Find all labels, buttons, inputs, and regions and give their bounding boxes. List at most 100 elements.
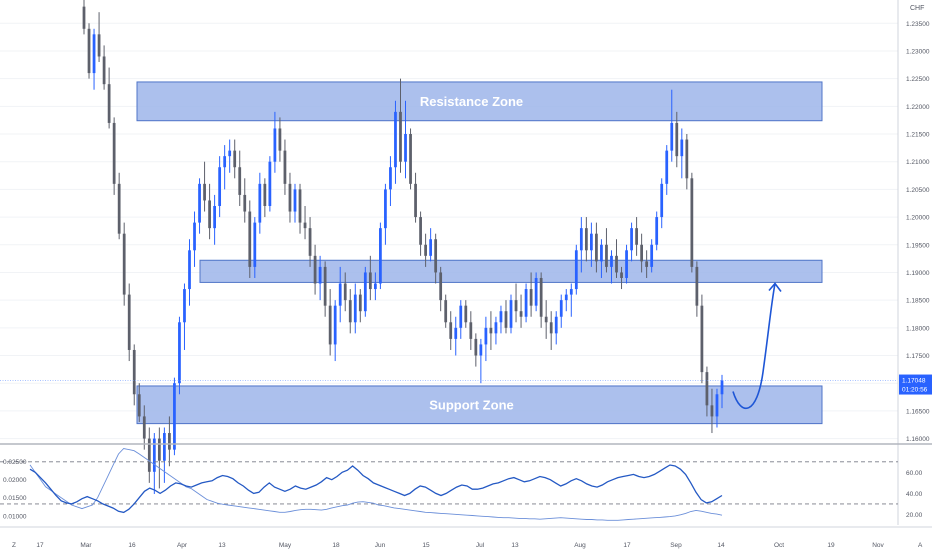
- atr-tick-label: 0.01000: [3, 513, 27, 520]
- time-tick-label: Mar: [80, 542, 92, 549]
- time-tick-label: 13: [218, 542, 226, 549]
- candle-body: [519, 311, 523, 317]
- candle-body: [670, 122, 674, 151]
- candle-body: [348, 300, 352, 323]
- candle-body: [142, 416, 146, 439]
- candle-body: [333, 305, 337, 345]
- candle-body: [373, 283, 377, 290]
- price-tick-label: 1.16500: [906, 408, 930, 415]
- candle-body: [554, 316, 558, 334]
- candle-body: [379, 228, 382, 284]
- price-tag-timer: 01:20:56: [902, 387, 928, 394]
- candle-body: [444, 300, 448, 323]
- candle-body: [650, 244, 654, 267]
- candle-body: [690, 178, 694, 267]
- zones: [136, 81, 823, 425]
- rsi-tick-label: 40.00: [906, 491, 923, 498]
- price-tick-label: 1.18500: [906, 298, 930, 305]
- price-tick-label: 1.21000: [906, 159, 930, 166]
- candle-body: [288, 183, 292, 212]
- candle-body: [107, 84, 111, 123]
- candle-body: [600, 244, 603, 262]
- candle-body: [439, 272, 443, 301]
- candle-body: [399, 111, 402, 162]
- candle-body: [449, 322, 453, 339]
- time-tick-label: 17: [623, 542, 631, 549]
- candle-body: [343, 283, 347, 301]
- grid: [0, 22, 898, 440]
- candle-body: [303, 222, 307, 229]
- candle-body: [549, 322, 553, 334]
- candle-body: [389, 167, 392, 190]
- candle-body: [660, 183, 664, 218]
- projection-arrow-head: [768, 282, 782, 292]
- candle-body: [655, 217, 659, 245]
- candle-body: [590, 233, 593, 251]
- candle-body: [127, 294, 131, 350]
- candle-body: [223, 156, 227, 168]
- candle-body: [504, 311, 508, 328]
- price-tick-label: 1.18000: [906, 325, 930, 332]
- time-tick-label: Jun: [375, 542, 386, 549]
- indicator-pane: 0.02500 0.02000 0.01500 0.01000 60.00 40.00 20…: [0, 443, 932, 521]
- candle-body: [705, 372, 709, 406]
- candle-body: [248, 211, 252, 267]
- candle-body: [685, 139, 689, 179]
- price-tick-label: 1.20000: [906, 215, 930, 222]
- overlay: Resistance Zone Support Zone: [0, 94, 898, 412]
- candle-body: [208, 200, 211, 229]
- atr-tick-label: 0.02000: [3, 477, 27, 484]
- candle-body: [715, 394, 719, 417]
- candle-body: [178, 322, 181, 384]
- candle-body: [720, 380, 724, 395]
- candle-body: [454, 327, 458, 339]
- candle-body: [92, 34, 96, 74]
- atr-tick-label: 0.01500: [3, 495, 27, 502]
- time-tick-label: Jul: [476, 542, 485, 549]
- candle-body: [630, 228, 633, 251]
- time-tick-label: May: [279, 542, 292, 549]
- candle-body: [82, 6, 86, 29]
- projection-arrow: [732, 283, 776, 410]
- rsi-line: [29, 464, 723, 514]
- candle-body: [404, 134, 407, 162]
- currency-label: CHF: [910, 5, 924, 12]
- candle-body: [494, 322, 498, 334]
- price-tick-label: 1.21500: [906, 132, 930, 139]
- atr-line: [29, 448, 723, 521]
- candle-body: [87, 28, 91, 74]
- candle-body: [394, 111, 397, 168]
- candle-body: [238, 167, 242, 195]
- candle-body: [610, 255, 613, 267]
- candle-body: [293, 189, 297, 212]
- time-tick-label: Sep: [670, 542, 682, 549]
- time-tick-label: 16: [128, 542, 136, 549]
- candle-body: [203, 183, 206, 201]
- candle-body: [625, 250, 628, 278]
- rsi-tick-label: 20.00: [906, 512, 923, 519]
- candle-body: [228, 150, 232, 157]
- candle-body: [198, 183, 201, 223]
- candle-body: [409, 134, 412, 184]
- candle-body: [635, 228, 638, 245]
- candle-body: [273, 128, 277, 162]
- candle-body: [308, 228, 312, 256]
- candle-body: [102, 56, 106, 85]
- zone-resistance: [136, 81, 823, 122]
- candle-body: [162, 433, 166, 461]
- candle-body: [569, 289, 573, 295]
- candle-body: [429, 239, 433, 256]
- candle-body: [479, 344, 483, 356]
- price-tick-label: 1.20500: [906, 187, 930, 194]
- price-tick-label: 1.22500: [906, 76, 930, 83]
- candle-body: [152, 438, 156, 472]
- price-tag-value: 1.17048: [902, 378, 926, 385]
- candle-body: [469, 322, 473, 339]
- time-tick-label: 17: [36, 542, 44, 549]
- candle-body: [414, 183, 417, 218]
- time-tick-label: 15: [422, 542, 430, 549]
- candle-body: [298, 189, 302, 223]
- time-tick-label: 19: [827, 542, 835, 549]
- candle-body: [484, 327, 488, 345]
